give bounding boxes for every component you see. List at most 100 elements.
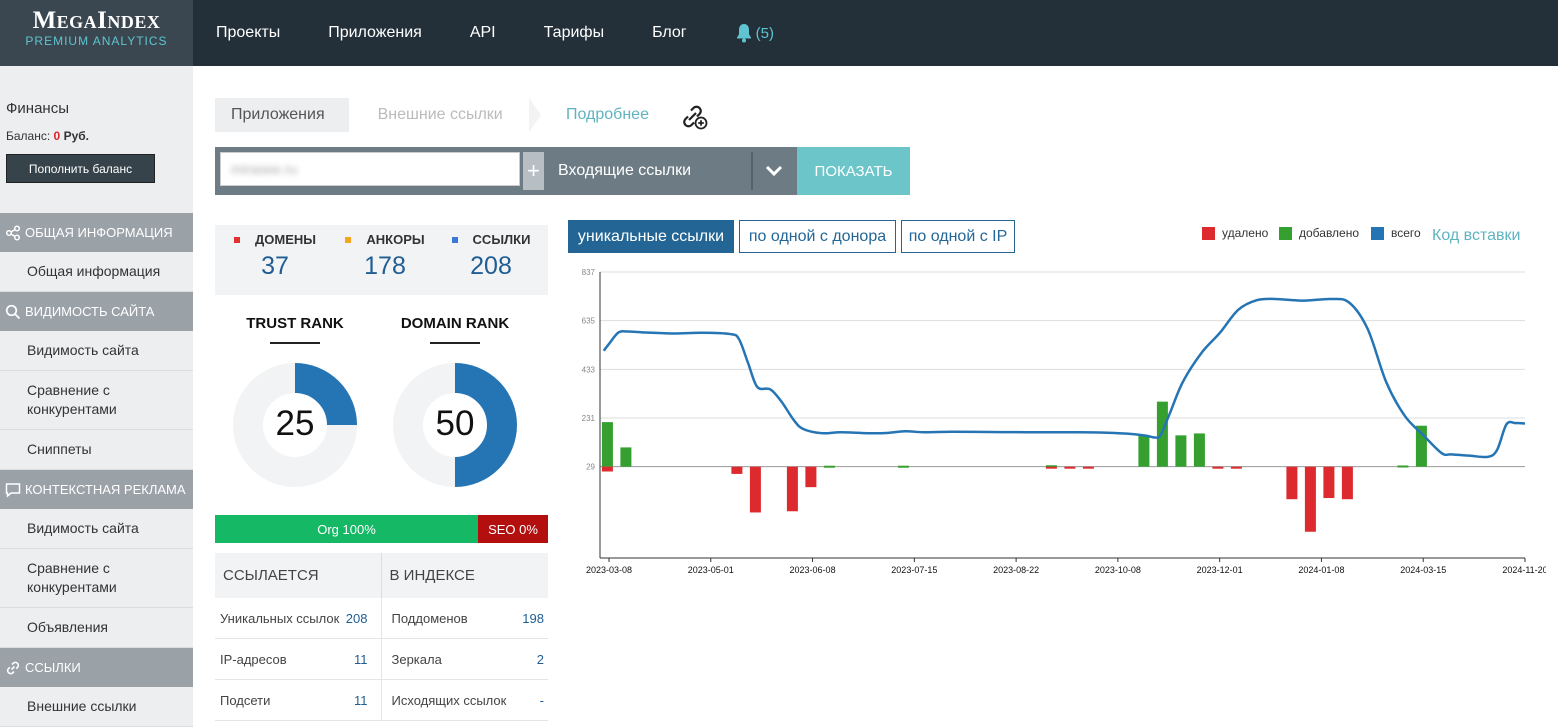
row-value: - (539, 692, 544, 708)
removed-bar (1212, 466, 1224, 469)
row-value: 11 (354, 692, 368, 708)
section-context-ads-title: КОНТЕКСТНАЯ РЕКЛАМА (25, 482, 186, 497)
added-bar (823, 465, 835, 468)
section-links[interactable]: ССЫЛКИ (0, 648, 193, 687)
total-line (602, 297, 1526, 459)
y-tick-label: 29 (586, 463, 595, 472)
row-value: 2 (536, 651, 544, 667)
row-value: 208 (345, 610, 368, 626)
added-bar (1045, 465, 1057, 468)
search-bar: mirasee.ru + Входящие ссылки ПОКАЗАТЬ (215, 147, 910, 195)
row-value: 11 (354, 651, 368, 667)
sidebar-item-competitors[interactable]: Сравнение с конкурентами (0, 371, 193, 430)
row-label: Поддоменов (391, 610, 468, 626)
sidebar-item-general-info[interactable]: Общая информация (0, 252, 193, 292)
legend-removed[interactable]: удалено (1202, 226, 1268, 240)
row-value: 198 (522, 610, 544, 626)
link-mode-select[interactable]: Входящие ссылки (558, 162, 692, 179)
stat-anchors-marker (345, 236, 352, 243)
stat-domains-label: ДОМЕНЫ (255, 232, 316, 247)
tab-unique-links[interactable]: уникальные ссылки (568, 220, 734, 253)
section-links-title: ССЫЛКИ (25, 660, 81, 675)
nav-projects[interactable]: Проекты (216, 24, 281, 41)
x-tick-label: 2023-03-08 (586, 565, 632, 575)
legend-added[interactable]: добавлено (1279, 226, 1359, 240)
rank-donuts (233, 363, 517, 487)
legend-removed-swatch (1202, 226, 1215, 240)
x-tick-label: 2023-08-22 (993, 565, 1039, 575)
nav-pricing[interactable]: Тарифы (543, 24, 605, 41)
x-tick-label: 2024-01-08 (1298, 565, 1344, 575)
legend-removed-label: удалено (1222, 226, 1269, 240)
finance-balance: Баланс: 0 Руб. (6, 129, 89, 143)
main-nav: Проекты Приложения API Тарифы Блог (5) (216, 0, 774, 66)
table-row: IP-адресов 11 Зеркала 2 (215, 639, 548, 680)
section-general[interactable]: ОБЩАЯ ИНФОРМАЦИЯ (0, 213, 193, 252)
sidebar-item-ads-visibility[interactable]: Видимость сайта (0, 509, 193, 549)
logo-title: MegaIndex (32, 7, 161, 34)
sidebar-item-external-links[interactable]: Внешние ссылки (0, 687, 193, 727)
balance-value: 0 (53, 129, 61, 143)
links-table: ССЫЛАЕТСЯ В ИНДЕКСЕ Уникальных ссылок 208… (215, 553, 548, 721)
section-visibility[interactable]: ВИДИМОСТЬ САЙТА (0, 292, 193, 331)
header-referring: ССЫЛАЕТСЯ (215, 553, 382, 598)
removed-bar (1304, 466, 1316, 532)
section-context-ads[interactable]: КОНТЕКСТНАЯ РЕКЛАМА (0, 470, 193, 509)
row-label: Уникальных ссылок (220, 610, 340, 626)
select-divider (751, 152, 753, 190)
stat-links: ССЫЛКИ 208 (431, 225, 551, 281)
sidebar: Финансы Баланс: 0 Руб. Пополнить баланс … (0, 66, 193, 727)
domain-rank-arc (454, 363, 517, 487)
trust-rank-arc (294, 363, 357, 426)
domain-input[interactable]: mirasee.ru (220, 152, 520, 186)
org-seo-bar: Org 100% SEO 0% (215, 515, 548, 543)
nav-apps[interactable]: Приложения (328, 24, 422, 41)
sidebar-item-ads[interactable]: Объявления (0, 608, 193, 648)
stat-links-label: ССЫЛКИ (472, 232, 531, 247)
logo[interactable]: MegaIndex PREMIUM ANALYTICS (0, 0, 193, 66)
domain-rank-underline (430, 342, 480, 344)
tab-one-per-ip[interactable]: по одной с IP (901, 220, 1015, 253)
tab-one-per-donor[interactable]: по одной с донора (739, 220, 896, 253)
breadcrumb-apps[interactable]: Приложения (215, 98, 361, 132)
sidebar-item-site-visibility[interactable]: Видимость сайта (0, 331, 193, 371)
chevron-down-icon[interactable] (755, 147, 793, 195)
add-domain-button[interactable]: + (523, 152, 544, 190)
added-bar (1415, 425, 1427, 467)
section-general-title: ОБЩАЯ ИНФОРМАЦИЯ (25, 225, 173, 240)
add-link-icon[interactable] (680, 103, 710, 136)
bell-icon (736, 24, 751, 43)
nav-blog[interactable]: Блог (652, 24, 687, 41)
removed-bar (749, 466, 761, 513)
removed-bar (1341, 466, 1353, 500)
more-link[interactable]: Подробнее (566, 106, 649, 123)
table-row: Уникальных ссылок 208 Поддоменов 198 (215, 598, 548, 639)
table-row: Подсети 11 Исходящих ссылок - (215, 680, 548, 721)
row-label: Исходящих ссылок (391, 692, 507, 708)
notifications[interactable]: (5) (735, 23, 774, 43)
stat-links-value: 208 (470, 252, 512, 280)
domain-value: mirasee.ru (231, 161, 298, 177)
stat-domains-value: 37 (261, 252, 289, 280)
trust-rank-underline (270, 342, 320, 344)
sidebar-item-snippets[interactable]: Сниппеты (0, 430, 193, 470)
org-segment: Org 100% (215, 515, 478, 543)
top-bar: MegaIndex PREMIUM ANALYTICS Проекты Прил… (0, 0, 1558, 66)
added-bar (1138, 435, 1150, 467)
y-tick-label: 635 (582, 317, 596, 326)
finance-title: Финансы (6, 100, 69, 117)
legend-total[interactable]: всего (1371, 226, 1421, 240)
embed-code-link[interactable]: Код вставки (1432, 227, 1521, 244)
added-bar (897, 465, 909, 468)
show-button[interactable]: ПОКАЗАТЬ (797, 147, 910, 195)
domain-rank-title: DOMAIN RANK (400, 315, 510, 332)
balance-label: Баланс: (6, 129, 51, 143)
topup-button[interactable]: Пополнить баланс (6, 154, 155, 183)
x-tick-label: 2023-10-08 (1095, 565, 1141, 575)
x-tick-label: 2024-03-15 (1400, 565, 1446, 575)
removed-bar (1286, 466, 1298, 500)
added-bar (601, 422, 613, 467)
nav-api[interactable]: API (469, 24, 496, 41)
share-icon (5, 224, 21, 241)
sidebar-item-ads-competitors[interactable]: Сравнение с конкурентами (0, 549, 193, 608)
